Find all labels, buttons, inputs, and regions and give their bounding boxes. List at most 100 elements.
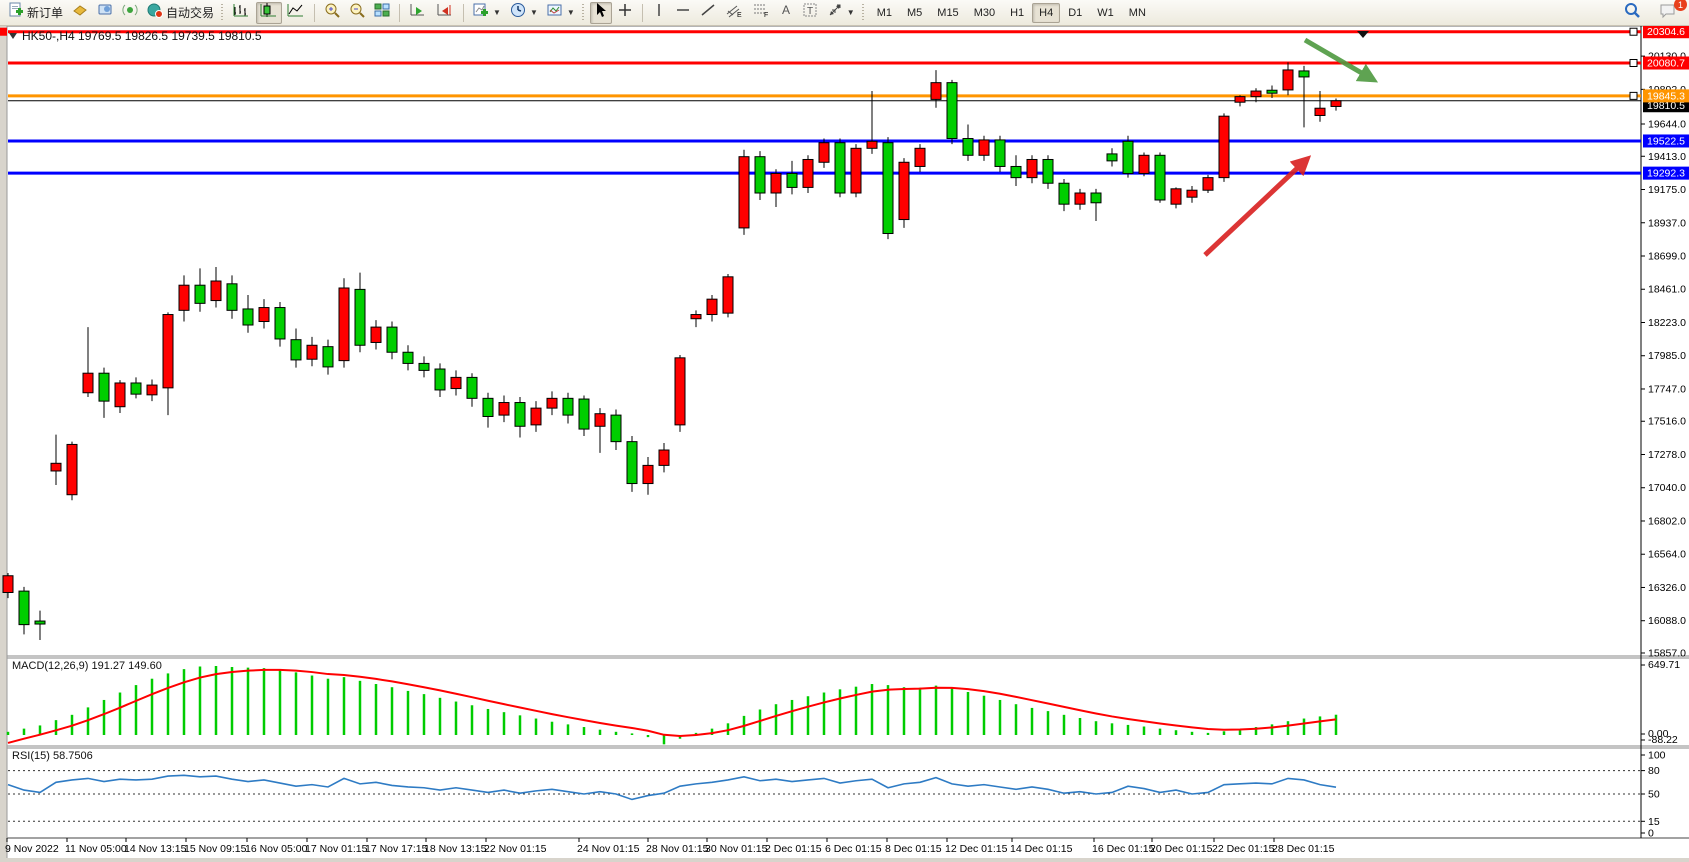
trendline-tool-button[interactable] xyxy=(696,2,720,24)
svg-text:22 Nov 01:15: 22 Nov 01:15 xyxy=(484,843,547,855)
candle-down xyxy=(354,288,366,346)
symbol-dropdown-icon[interactable] xyxy=(9,33,17,39)
candle-up xyxy=(258,307,270,323)
svg-text:15: 15 xyxy=(1648,816,1660,828)
svg-text:11 Nov 05:00: 11 Nov 05:00 xyxy=(65,843,127,855)
auto-scroll-button[interactable] xyxy=(405,2,431,24)
candle-down xyxy=(418,362,430,371)
timeframe-d1-button[interactable]: D1 xyxy=(1068,6,1083,19)
pane-backgrounds xyxy=(0,25,1689,862)
horizontal-line-tool-button[interactable] xyxy=(671,2,695,24)
svg-text:20080.7: 20080.7 xyxy=(1647,57,1685,69)
zoom-out-button[interactable] xyxy=(345,2,369,24)
svg-text:T: T xyxy=(807,6,813,17)
timeframe-mn-button[interactable]: MN xyxy=(1128,6,1146,19)
timeframe-m15-button[interactable]: M15 xyxy=(937,6,959,19)
period-button[interactable]: ▼ xyxy=(506,2,542,24)
arrows-tool-button[interactable]: ▼ xyxy=(823,2,859,24)
candle-down xyxy=(242,308,254,326)
new-order-button[interactable]: 新订单 xyxy=(4,2,67,24)
drawn-arrows[interactable] xyxy=(1203,31,1379,257)
channel-icon: E xyxy=(725,2,743,23)
svg-text:30 Nov 01:15: 30 Nov 01:15 xyxy=(705,843,768,855)
candle-up xyxy=(1234,96,1246,103)
timeframe-h4-button[interactable]: H4 xyxy=(1032,2,1061,23)
svg-text:16088.0: 16088.0 xyxy=(1648,615,1686,627)
candle-up xyxy=(50,462,62,472)
rsi-pane: 100 80 50 150 xyxy=(7,750,1666,840)
timeframe-h1-button[interactable]: H1 xyxy=(1010,6,1025,19)
macd-signal-line xyxy=(7,668,1337,744)
timeframe-m1-button[interactable]: M1 xyxy=(876,6,892,19)
signals-button[interactable] xyxy=(118,2,142,24)
candle-up xyxy=(914,147,926,167)
candle-down xyxy=(626,441,638,485)
candle-up xyxy=(1314,107,1326,116)
candle-up xyxy=(706,298,718,316)
text-tool-button[interactable]: A xyxy=(775,2,797,24)
vertical-line-tool-button[interactable] xyxy=(648,2,670,24)
svg-text:F: F xyxy=(764,12,768,18)
svg-text:17040.0: 17040.0 xyxy=(1648,482,1686,494)
timeframe-m5-button[interactable]: M5 xyxy=(907,6,923,19)
toolbar-separator xyxy=(641,3,643,22)
chart-shift-button[interactable] xyxy=(432,2,458,24)
candle-down xyxy=(434,368,446,391)
cursor-tool-button[interactable] xyxy=(589,1,612,24)
notification-count-badge: 1 xyxy=(1674,0,1687,11)
new-chart-button[interactable]: ▼ xyxy=(469,2,505,24)
candlestick-chart-button[interactable] xyxy=(256,1,283,24)
horizontal-level-lines[interactable] xyxy=(0,27,1641,175)
red-up-arrow[interactable] xyxy=(1203,155,1312,257)
candle-up xyxy=(82,372,94,394)
text-label-tool-button[interactable]: T xyxy=(798,2,822,24)
timeframe-m30-button[interactable]: M30 xyxy=(973,6,996,19)
candle-up xyxy=(898,161,910,221)
dropdown-caret-icon: ▼ xyxy=(566,8,575,17)
text-icon: A xyxy=(779,2,793,23)
zoom-in-button[interactable] xyxy=(320,2,344,24)
candle-down xyxy=(786,172,798,188)
candle-up xyxy=(594,413,606,427)
main-toolbar: 新订单 自动交易 ▼ ▼ ▼ E F A T ▼ M1 M5 M15 M30 H… xyxy=(0,0,1689,26)
price-axis-badges: 19810.5 20304.6 20080.7 19845.3 19522.5 19292… xyxy=(1643,25,1689,180)
candle-down xyxy=(34,620,46,625)
candle-down xyxy=(610,414,622,443)
crosshair-icon xyxy=(617,2,633,23)
object-marker-icon[interactable] xyxy=(1357,31,1369,38)
candle-down xyxy=(466,376,478,399)
candle-down xyxy=(194,284,206,304)
toolbar-grip xyxy=(221,3,227,22)
candle-up xyxy=(1074,192,1086,205)
auto-trading-button[interactable]: 自动交易 xyxy=(143,2,218,24)
bar-chart-button[interactable] xyxy=(229,2,255,24)
publish-button[interactable] xyxy=(68,2,92,24)
green-down-arrow[interactable] xyxy=(1303,37,1379,83)
timeframe-w1-button[interactable]: W1 xyxy=(1097,6,1114,19)
svg-text:19522.5: 19522.5 xyxy=(1647,135,1685,147)
line-chart-button[interactable] xyxy=(283,2,309,24)
search-button[interactable] xyxy=(1619,2,1645,24)
toolbar-separator xyxy=(314,3,316,22)
equidistant-channel-tool-button[interactable]: E xyxy=(721,2,747,24)
candle-down xyxy=(962,138,974,156)
new-order-icon xyxy=(8,2,24,23)
candle-up xyxy=(66,443,78,496)
market-watch-button[interactable] xyxy=(93,2,117,24)
candle-up xyxy=(2,575,14,594)
svg-text:17985.0: 17985.0 xyxy=(1648,350,1686,362)
candle-up xyxy=(498,402,510,416)
svg-text:0.00: 0.00 xyxy=(1648,728,1669,740)
fibonacci-tool-button[interactable]: F xyxy=(748,2,774,24)
crosshair-tool-button[interactable] xyxy=(613,2,637,24)
new-chart-icon xyxy=(473,2,489,23)
candle-up xyxy=(1282,69,1294,91)
templates-button[interactable]: ▼ xyxy=(543,2,579,24)
tile-windows-button[interactable] xyxy=(370,2,394,24)
candle-down xyxy=(322,346,334,368)
candles-layer xyxy=(2,62,1342,640)
notifications-button[interactable]: 1 xyxy=(1655,0,1687,24)
